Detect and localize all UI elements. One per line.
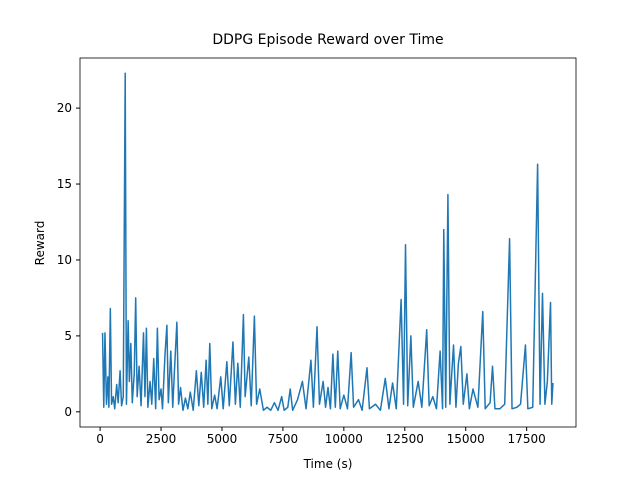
data-line (101, 72, 554, 412)
y-tick-label: 20 (57, 101, 72, 115)
x-tick-label: 17500 (508, 432, 546, 446)
x-tick-label: 5000 (207, 432, 238, 446)
y-tick-label: 15 (57, 177, 72, 191)
x-tick-label: 12500 (386, 432, 424, 446)
y-tick-label: 0 (64, 405, 72, 419)
plot-frame (79, 57, 577, 428)
y-tick-label: 10 (57, 253, 72, 267)
y-axis-label: Reward (33, 221, 47, 266)
x-tick-label: 7500 (268, 432, 299, 446)
x-axis-label: Time (s) (303, 457, 353, 471)
x-tick-label: 2500 (146, 432, 177, 446)
x-tick-label: 10000 (325, 432, 363, 446)
y-tick-label: 5 (64, 329, 72, 343)
x-tick-label: 0 (96, 432, 104, 446)
x-tick-label: 15000 (447, 432, 485, 446)
chart-title: DDPG Episode Reward over Time (212, 32, 443, 48)
